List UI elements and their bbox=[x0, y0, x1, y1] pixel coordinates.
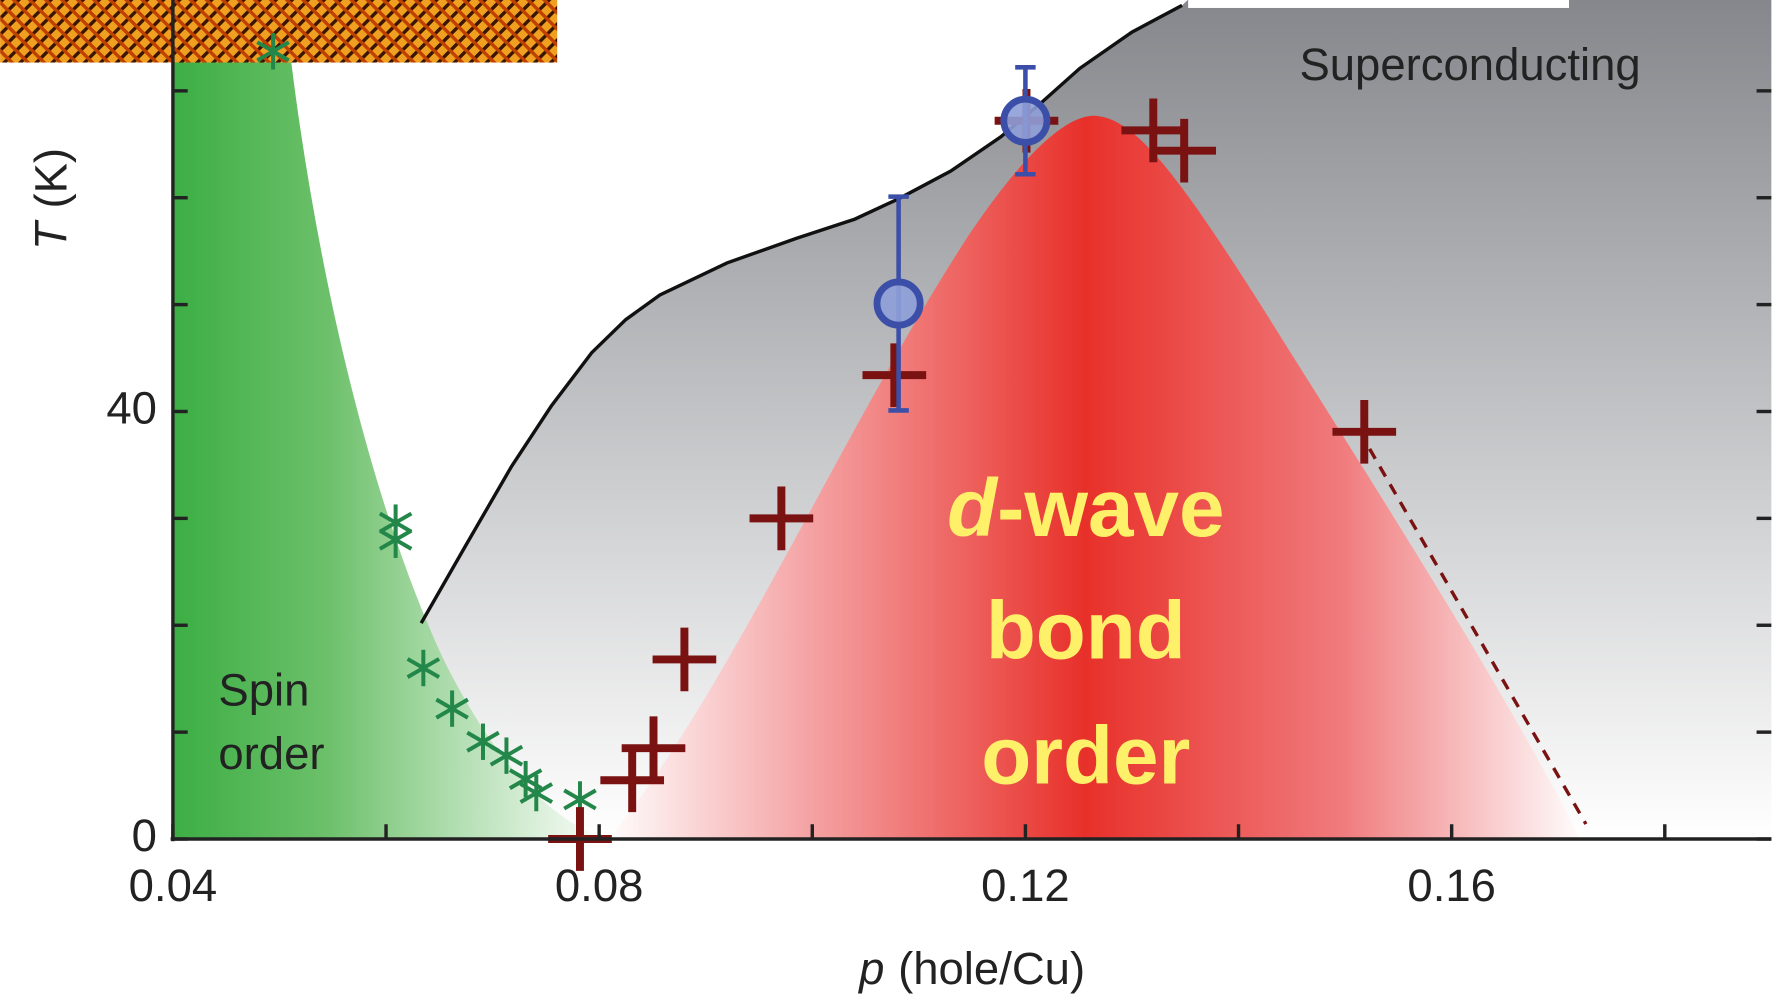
star-spoke bbox=[378, 528, 413, 551]
stm-inset-image bbox=[0, 0, 558, 63]
x-axis-unit: (hole/Cu) bbox=[898, 943, 1085, 994]
cross-marker bbox=[1152, 118, 1217, 183]
x-tick-label: 0.16 bbox=[1407, 860, 1496, 911]
x-tick-label: 0.08 bbox=[555, 860, 644, 911]
dashed-line bbox=[1368, 448, 1588, 825]
bond-order-label: bond bbox=[986, 585, 1186, 676]
x-tick-label: 0.04 bbox=[129, 860, 218, 911]
y-tick-label: 40 bbox=[106, 383, 157, 434]
star-marker bbox=[378, 521, 413, 558]
x-axis-symbol: p bbox=[857, 943, 884, 994]
star-spoke bbox=[519, 782, 554, 804]
star-marker bbox=[406, 649, 441, 687]
bond-order-italic: d bbox=[947, 462, 999, 553]
circle-marker bbox=[873, 278, 924, 329]
star-marker bbox=[489, 737, 524, 774]
star-spoke bbox=[563, 788, 597, 811]
star-spoke bbox=[489, 744, 524, 767]
y-axis-label: T (K) bbox=[26, 148, 77, 250]
star-spoke bbox=[435, 697, 469, 720]
cross-marker bbox=[862, 343, 927, 407]
star-marker bbox=[519, 774, 554, 812]
x-tick-label: 0.12 bbox=[981, 860, 1069, 911]
superconducting-label: Superconducting bbox=[1299, 39, 1640, 90]
y-axis-symbol: T bbox=[26, 219, 77, 250]
star-marker bbox=[435, 690, 469, 727]
bond-order-region bbox=[608, 115, 1581, 840]
cross-marker bbox=[749, 486, 814, 551]
inset-edge bbox=[1188, 0, 1569, 8]
axes-layer: 0 40 0.04 0.08 0.12 0.16 bbox=[106, 0, 1772, 911]
star-marker bbox=[256, 33, 290, 70]
bond-order-label: order bbox=[981, 710, 1190, 801]
circle-marker bbox=[1000, 95, 1051, 146]
spin-order-label: Spin bbox=[218, 665, 309, 716]
bond-order-text: -wave bbox=[997, 462, 1224, 553]
x-axis-label: p (hole/Cu) bbox=[857, 943, 1085, 994]
spin-order-region bbox=[172, 0, 609, 840]
spin-order-label: order bbox=[218, 728, 324, 779]
y-tick-label: 0 bbox=[132, 810, 157, 861]
cross-marker bbox=[1332, 399, 1397, 464]
cross-marker bbox=[652, 627, 717, 692]
star-spoke bbox=[406, 657, 441, 679]
tc-line bbox=[419, 3, 1183, 624]
star-spoke bbox=[256, 40, 290, 63]
cross-marker bbox=[600, 748, 665, 813]
cross-marker bbox=[621, 716, 686, 780]
bond-order-label: d-wave bbox=[947, 462, 1224, 553]
y-axis-unit: (K) bbox=[26, 148, 77, 209]
background-layer bbox=[0, 0, 1772, 840]
